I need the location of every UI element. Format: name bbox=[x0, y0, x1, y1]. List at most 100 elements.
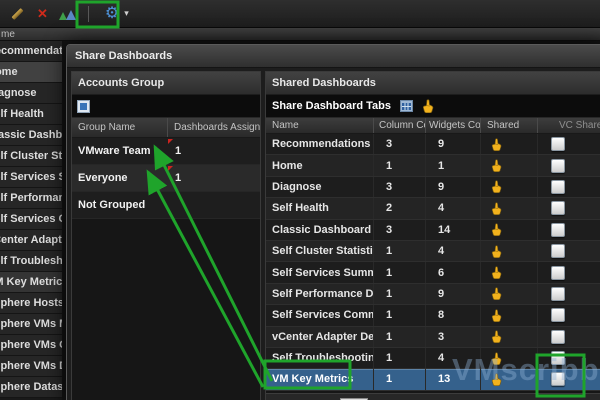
select-all-icon[interactable] bbox=[77, 99, 90, 113]
sidebar-item-label: vCenter Adapter Details bbox=[0, 234, 62, 246]
vc-shared-checkbox[interactable] bbox=[551, 222, 565, 237]
sidebar-item-label: vSphere VMs Memory bbox=[0, 318, 62, 330]
sidebar-item[interactable]: vSphere VMs Memory bbox=[0, 314, 62, 335]
shared-hand-icon bbox=[491, 159, 502, 173]
shared-table-row[interactable]: Diagnose 3 9 bbox=[266, 176, 600, 199]
dashboard-name: Home bbox=[266, 155, 374, 176]
sidebar-item[interactable]: VM Key Metrics bbox=[0, 272, 62, 293]
page-number-input[interactable] bbox=[340, 398, 369, 400]
sidebar-item[interactable]: vSphere VMs CPU bbox=[0, 335, 62, 356]
group-table-row[interactable]: VMware Team 1 bbox=[72, 138, 260, 165]
column-count-value: 1 bbox=[374, 347, 426, 369]
top-toolbar: ✕ ⚙ ▾ bbox=[0, 0, 600, 28]
shared-table-row[interactable]: Self Performance Det... 1 9 bbox=[266, 283, 600, 306]
vc-shared-checkbox[interactable] bbox=[551, 158, 565, 173]
underlying-grid-header: me bbox=[0, 28, 600, 41]
sidebar-item[interactable]: Self Troubleshooting bbox=[0, 251, 62, 272]
column-header-group-name[interactable]: Group Name bbox=[72, 118, 168, 137]
widgets-count-value: 8 bbox=[426, 305, 481, 326]
column-header-dashboards-assigned[interactable]: Dashboards Assigned bbox=[174, 122, 260, 133]
dashboards-sidebar: Recommendations Home Diagnose Self Healt… bbox=[0, 41, 62, 400]
vc-shared-checkbox[interactable] bbox=[551, 265, 565, 280]
column-count-value: 3 bbox=[374, 176, 426, 198]
accounts-panel-toolbar bbox=[72, 95, 260, 118]
shared-hand-icon bbox=[491, 202, 502, 215]
share-dashboard-tabs-row: Share Dashboard Tabs bbox=[266, 95, 600, 118]
column-header-widgets-count[interactable]: Widgets Count bbox=[426, 118, 481, 133]
shared-dashboards-panel: Shared Dashboards Share Dashboard Tabs N… bbox=[265, 71, 600, 400]
shared-table-row[interactable]: Classic Dashboard 3 14 bbox=[266, 219, 600, 241]
dashboards-assigned-value bbox=[168, 192, 260, 218]
sidebar-item[interactable]: Self Cluster Statistics bbox=[0, 146, 62, 167]
dialog-title: Share Dashboards bbox=[67, 45, 600, 68]
shared-hand-icon bbox=[491, 373, 502, 386]
gear-icon: ⚙ bbox=[104, 4, 120, 22]
column-header-name[interactable]: Name bbox=[266, 118, 374, 133]
sidebar-item[interactable]: Self Services Summary bbox=[0, 167, 62, 188]
sidebar-item[interactable]: Self Health bbox=[0, 104, 62, 125]
shared-panel-title: Shared Dashboards bbox=[266, 72, 600, 95]
vc-shared-checkbox[interactable] bbox=[551, 308, 565, 323]
sidebar-item[interactable]: Home bbox=[0, 62, 62, 83]
grid-icon[interactable] bbox=[400, 100, 413, 112]
vc-shared-checkbox[interactable] bbox=[551, 286, 565, 301]
shared-table-row[interactable]: vCenter Adapter Deta... 1 3 bbox=[266, 326, 600, 348]
group-table-row[interactable]: Everyone 1 bbox=[72, 165, 260, 192]
group-table-row[interactable]: Not Grouped bbox=[72, 192, 260, 219]
dashboard-name: Self Cluster Statistics bbox=[266, 240, 374, 262]
column-header-column-count[interactable]: Column Cou bbox=[374, 118, 426, 133]
sidebar-item[interactable]: Diagnose bbox=[0, 83, 62, 104]
column-header-vc-shared[interactable]: VC Shared bbox=[559, 120, 600, 131]
widgets-count-value: 3 bbox=[426, 326, 481, 347]
shared-table-row[interactable]: Self Services Commu... 1 8 bbox=[266, 305, 600, 327]
dashboard-name: Self Health bbox=[266, 198, 374, 219]
sidebar-item[interactable]: vSphere VMs Disk bbox=[0, 356, 62, 377]
widgets-count-value: 9 bbox=[426, 176, 481, 198]
sidebar-item[interactable]: Self Services Communities bbox=[0, 209, 62, 230]
dashboard-name: Self Troubleshooting bbox=[266, 347, 374, 369]
shared-table-row[interactable]: Self Cluster Statistics 1 4 bbox=[266, 240, 600, 263]
widgets-count-value: 4 bbox=[426, 347, 481, 369]
shared-table-row[interactable]: Self Services Summary 1 6 bbox=[266, 262, 600, 284]
dashboards-assigned-value: 1 bbox=[168, 165, 260, 191]
delete-x-icon[interactable]: ✕ bbox=[37, 6, 48, 21]
vc-shared-checkbox[interactable] bbox=[551, 244, 565, 259]
shared-hand-icon bbox=[491, 245, 502, 258]
pagination-bar: Page of 1 ↻ bbox=[266, 393, 600, 400]
dashboard-name: Classic Dashboard bbox=[266, 219, 374, 240]
shared-hand-icon[interactable] bbox=[422, 99, 434, 113]
column-count-value: 3 bbox=[374, 219, 426, 240]
sidebar-item[interactable]: vSphere Hosts Overview bbox=[0, 293, 62, 314]
sidebar-item[interactable]: Recommendations bbox=[0, 41, 62, 62]
column-count-value: 1 bbox=[374, 262, 426, 283]
sidebar-item[interactable]: vSphere Datastores bbox=[0, 377, 62, 398]
sidebar-item[interactable]: vCenter Adapter Details bbox=[0, 230, 62, 251]
sidebar-item-label: Classic Dashboard bbox=[0, 129, 62, 141]
share-dashboard-tabs-label: Share Dashboard Tabs bbox=[272, 100, 391, 112]
accounts-group-panel: Accounts Group Group Name Dashboards Ass… bbox=[71, 71, 261, 400]
edit-pencil-icon[interactable] bbox=[10, 6, 26, 22]
vc-shared-checkbox[interactable] bbox=[551, 201, 565, 216]
widgets-count-value: 4 bbox=[426, 240, 481, 262]
vc-shared-checkbox[interactable] bbox=[551, 179, 565, 194]
shared-grid-header: Name Column Cou Widgets Count Shared VC … bbox=[266, 118, 600, 134]
dashboard-name: Self Services Summary bbox=[266, 262, 374, 283]
widgets-count-value: 1 bbox=[426, 155, 481, 176]
shared-hand-icon bbox=[491, 138, 502, 151]
reorder-triangles-icon[interactable] bbox=[58, 7, 77, 21]
vc-shared-checkbox[interactable] bbox=[551, 137, 565, 152]
sidebar-item[interactable]: Self Performance Details bbox=[0, 188, 62, 209]
vc-shared-cell bbox=[538, 155, 600, 175]
gear-dropdown-button[interactable]: ⚙ ▾ bbox=[100, 5, 134, 23]
column-count-value: 1 bbox=[374, 369, 426, 390]
widgets-count-value: 14 bbox=[426, 219, 481, 240]
column-count-value: 1 bbox=[374, 326, 426, 347]
shared-table-row[interactable]: Home 1 1 bbox=[266, 155, 600, 177]
shared-table-row[interactable]: Self Health 2 4 bbox=[266, 198, 600, 220]
column-count-value: 1 bbox=[374, 305, 426, 326]
vc-shared-checkbox[interactable] bbox=[551, 329, 565, 344]
vc-shared-cell bbox=[538, 220, 600, 240]
shared-table-row[interactable]: Recommendations 3 9 bbox=[266, 134, 600, 156]
sidebar-item[interactable]: Classic Dashboard bbox=[0, 125, 62, 146]
column-header-shared[interactable]: Shared bbox=[481, 118, 538, 133]
